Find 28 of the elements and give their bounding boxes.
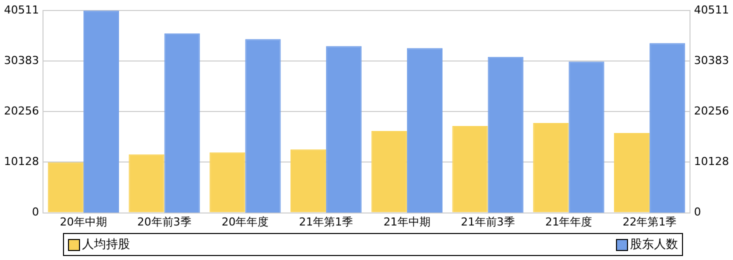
x-tick-label: 20年中期 [60,215,107,228]
legend-label: 人均持股 [82,236,130,253]
bar [245,39,281,213]
y-tick-label: 20256 [4,104,39,118]
bar [48,162,84,212]
x-tick-label: 22年第1季 [622,215,677,228]
x-tick-label: 21年前3季 [460,215,515,228]
y-tick-label: 40511 [4,3,39,16]
y-tick-label: 0 [32,206,39,219]
x-tick-label: 21年中期 [383,215,430,228]
bar [650,43,686,213]
y-tick-label: 30383 [4,54,39,68]
bar [83,10,120,213]
x-tick-label: 20年前3季 [137,215,192,228]
y2-tick-label: 10128 [694,155,730,168]
x-tick-label: 20年年度 [222,215,269,228]
y-tick-label: 10128 [4,155,39,168]
bar [406,48,443,213]
bar [326,46,362,213]
bar [128,154,164,212]
x-tick-label: 21年年度 [545,215,592,228]
y2-tick-label: 30383 [694,54,730,68]
y2-tick-label: 0 [694,206,702,219]
y2-tick-label: 20256 [694,104,730,118]
bar [164,33,200,213]
legend-label: 股东人数 [630,236,678,253]
x-tick-label: 21年第1季 [299,215,354,228]
y2-tick-label: 40511 [694,3,730,16]
